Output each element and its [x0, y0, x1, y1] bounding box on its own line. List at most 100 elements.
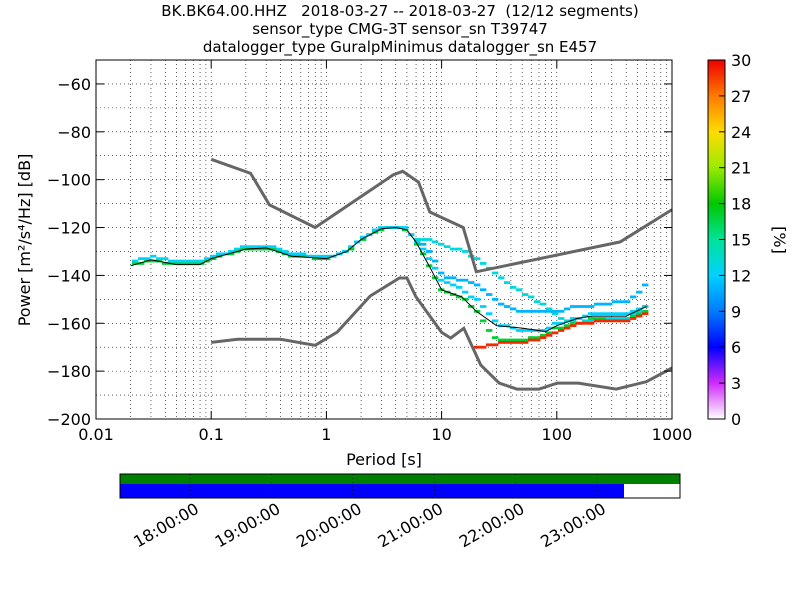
psd-cell — [450, 276, 457, 280]
y-tick-label: −160 — [47, 314, 91, 333]
psd-cell — [198, 259, 205, 263]
psd-cell — [360, 235, 367, 239]
psd-cell — [492, 343, 499, 347]
psd-cell — [468, 295, 475, 299]
psd-cell — [426, 257, 433, 261]
psd-cell — [606, 312, 613, 316]
psd-cell — [462, 250, 469, 253]
psd-cell — [306, 254, 313, 258]
psd-cell — [564, 326, 571, 330]
psd-cell — [492, 271, 499, 275]
colorbar-tick-label: 30 — [731, 51, 751, 70]
plot-frame — [95, 59, 673, 420]
psd-cell — [432, 240, 439, 244]
psd-cell — [498, 302, 505, 306]
psd-cell — [240, 245, 247, 249]
psd-cell — [522, 341, 529, 344]
mean-line — [130, 226, 647, 333]
psd-cell — [480, 305, 487, 308]
psd-cell — [186, 259, 193, 263]
psd-cell — [582, 305, 589, 308]
psd-cell — [258, 245, 265, 249]
psd-cell — [324, 254, 331, 258]
psd-cell — [636, 309, 643, 313]
psd-cell — [138, 257, 145, 261]
psd-cell — [450, 283, 457, 287]
psd-cell — [186, 262, 193, 265]
psd-cell — [600, 317, 607, 320]
psd-cell — [450, 293, 457, 296]
psd-cell — [504, 281, 511, 284]
psd-cell — [522, 329, 529, 332]
psd-cell — [498, 338, 505, 342]
psd-cell — [486, 312, 493, 316]
psd-cell — [420, 242, 427, 246]
psd-cell — [618, 319, 625, 323]
psd-cell — [378, 228, 385, 232]
psd-cell — [612, 319, 619, 323]
psd-cell — [636, 314, 643, 318]
psd-cell — [606, 317, 613, 320]
psd-cell — [312, 254, 319, 258]
psd-cell — [534, 338, 541, 342]
psd-cell — [444, 245, 451, 249]
colorbar-tick-label: 24 — [731, 123, 751, 142]
psd-cell — [228, 252, 235, 256]
psd-cell — [570, 317, 577, 320]
y-tick-label: −80 — [57, 123, 91, 142]
psd-cell — [402, 226, 409, 229]
psd-cell — [630, 309, 637, 313]
psd-cell — [234, 247, 241, 251]
psd-cell — [582, 321, 589, 325]
psd-cell — [420, 247, 427, 251]
colorbar-tick-label: 15 — [731, 231, 751, 250]
psd-cell — [540, 336, 547, 340]
x-tick-label: 0.01 — [78, 425, 114, 444]
psd-cell — [474, 297, 481, 301]
data-coverage-bar — [120, 484, 624, 498]
psd-cell — [192, 262, 199, 265]
psd-cell — [384, 226, 391, 229]
psd-cell — [504, 324, 511, 328]
psd-cell — [564, 319, 571, 323]
psd-cell — [588, 312, 595, 316]
psd-cell — [540, 309, 547, 313]
psd-cell — [462, 297, 469, 301]
nlnm-curve — [211, 276, 673, 391]
colorbar-tick-label: 12 — [731, 266, 751, 285]
gap-coverage-bar — [120, 474, 680, 484]
psd-cell — [528, 338, 535, 342]
y-tick-label: −120 — [47, 219, 91, 238]
psd-cell — [276, 250, 283, 253]
psd-cell — [624, 312, 631, 316]
timeline-tick-label: 20:00:00 — [293, 499, 365, 551]
psd-cell — [456, 285, 463, 289]
psd-cell — [516, 338, 523, 342]
psd-cell — [582, 314, 589, 318]
psd-cell — [528, 295, 535, 299]
psd-cell — [426, 238, 433, 241]
psd-cell — [630, 295, 637, 299]
psd-cell — [228, 250, 235, 253]
psd-cell — [450, 247, 457, 251]
colorbar-tick-label: 18 — [731, 195, 751, 214]
psd-cell — [420, 238, 427, 241]
psd-cell — [486, 293, 493, 296]
psd-cell — [588, 305, 595, 308]
psd-cell — [204, 257, 211, 261]
psd-cell — [630, 314, 637, 318]
psd-cell — [630, 317, 637, 320]
y-tick-label: −200 — [47, 410, 91, 429]
psd-cell — [624, 319, 631, 323]
psd-cell — [594, 312, 601, 316]
psd-cell — [456, 247, 463, 251]
psd-cell — [150, 254, 157, 258]
psd-cell — [516, 341, 523, 344]
psd-cell — [474, 283, 481, 287]
psd-cell — [642, 309, 649, 313]
psd-cell — [528, 309, 535, 313]
psd-cell — [180, 259, 187, 263]
psd-cell — [180, 262, 187, 265]
psd-cell — [276, 247, 283, 251]
